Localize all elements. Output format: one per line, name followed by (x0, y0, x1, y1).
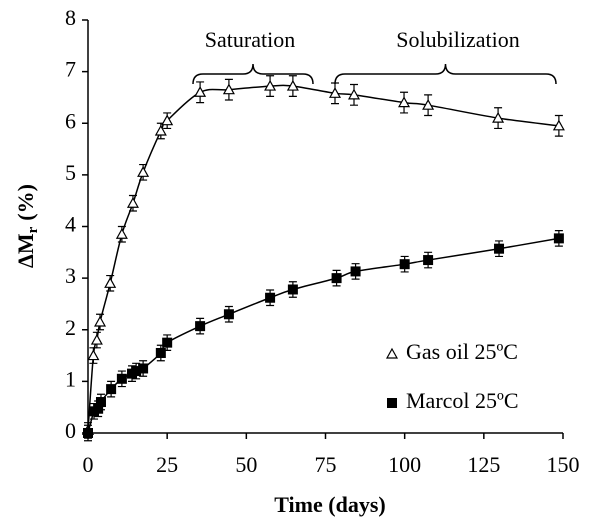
marker (94, 315, 107, 327)
marker (131, 366, 142, 377)
legend-marker (387, 398, 397, 408)
y-axis-label-part: r (25, 226, 41, 233)
marker (494, 243, 505, 254)
marker (223, 309, 234, 320)
x-tick-label: 150 (547, 452, 580, 477)
y-tick-label: 4 (65, 212, 76, 237)
y-tick-label: 3 (65, 263, 76, 288)
annotation: Solubilization (396, 27, 519, 52)
annotation-brace (192, 63, 314, 85)
marker (90, 333, 103, 345)
marker (195, 321, 206, 332)
marker (137, 166, 150, 177)
y-tick-label: 0 (65, 418, 76, 443)
y-tick-label: 1 (65, 366, 76, 391)
marker (553, 233, 564, 244)
y-axis-label-part: ΔM (13, 233, 38, 268)
marker (138, 363, 149, 374)
x-tick-label: 0 (83, 452, 94, 477)
marker (287, 284, 298, 295)
marker (398, 96, 411, 108)
y-tick-label: 8 (65, 5, 76, 30)
marker (95, 397, 106, 408)
marker (116, 373, 127, 384)
x-axis-label: Time (days) (274, 492, 385, 517)
x-tick-label: 25 (156, 452, 178, 477)
marker (162, 337, 173, 348)
marker (265, 292, 276, 303)
marker (222, 83, 235, 95)
x-tick-label: 75 (315, 452, 337, 477)
y-axis-label-part: (%) (13, 184, 38, 221)
marker (115, 228, 128, 239)
legend-label: Marcol 25ºC (406, 388, 519, 413)
marker (104, 277, 117, 288)
marker (331, 273, 342, 284)
y-tick-label: 2 (65, 315, 76, 340)
marker (552, 119, 565, 131)
marker (194, 86, 207, 97)
series-line (87, 84, 559, 431)
marker (423, 255, 434, 266)
x-tick-label: 100 (388, 452, 421, 477)
marker (155, 347, 166, 358)
x-tick-label: 50 (235, 452, 257, 477)
marker (87, 349, 100, 361)
marker (264, 79, 277, 91)
marker (422, 98, 435, 110)
marker (83, 428, 93, 438)
marker (328, 87, 342, 98)
marker (492, 111, 505, 123)
marker (154, 124, 167, 136)
marker (347, 88, 361, 100)
y-tick-label: 7 (65, 57, 76, 82)
x-tick-label: 125 (467, 452, 500, 477)
y-axis-label: ΔMr (%) (13, 184, 41, 268)
marker (161, 114, 174, 126)
y-tick-label: 6 (65, 108, 76, 133)
marker (106, 384, 117, 395)
marker (350, 266, 361, 277)
legend-label: Gas oil 25ºC (406, 339, 518, 364)
legend-marker (385, 347, 399, 359)
annotation-brace (334, 63, 557, 85)
marker (286, 79, 299, 91)
annotation: Saturation (205, 27, 295, 52)
marker (126, 197, 139, 208)
marker (93, 403, 104, 414)
marker (399, 259, 410, 270)
y-tick-label: 5 (65, 160, 76, 185)
